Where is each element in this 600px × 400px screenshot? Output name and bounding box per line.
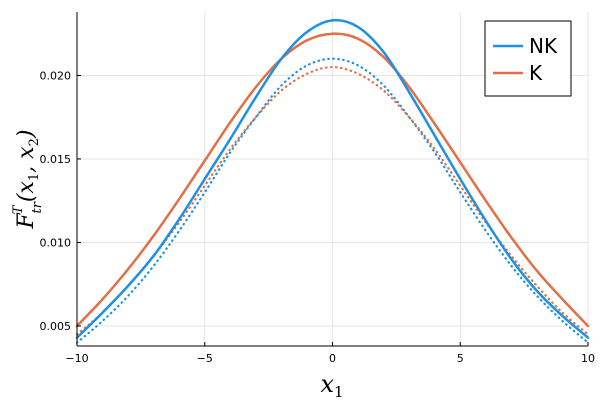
x-tick-label: 0 (329, 352, 336, 365)
y-axis-label: FT tr(x1, x2) (11, 130, 45, 230)
legend-label-k: K (529, 61, 543, 85)
y-tick-label: 0.015 (40, 153, 72, 166)
x-tick-label: 5 (457, 352, 464, 365)
series-line-k (75, 32, 590, 328)
series-group (75, 18, 590, 344)
y-tick-label: 0.010 (40, 236, 72, 249)
ticks: −10 −5 0 5 10 0.005 0.010 0.015 0.020 (40, 69, 596, 365)
y-tick-label: 0.005 (40, 320, 72, 333)
y-tick-label: 0.020 (40, 69, 72, 82)
x-axis-label: x1 (320, 370, 343, 400)
series-line-dotted-2 (75, 57, 590, 344)
series-line-nk (75, 18, 590, 339)
x-tick-label: −10 (65, 352, 88, 365)
legend-box (484, 20, 572, 97)
x-tick-label: −5 (197, 352, 213, 365)
legend: NK K (484, 20, 572, 97)
x-tick-label: 10 (581, 352, 595, 365)
legend-label-nk: NK (529, 34, 558, 58)
